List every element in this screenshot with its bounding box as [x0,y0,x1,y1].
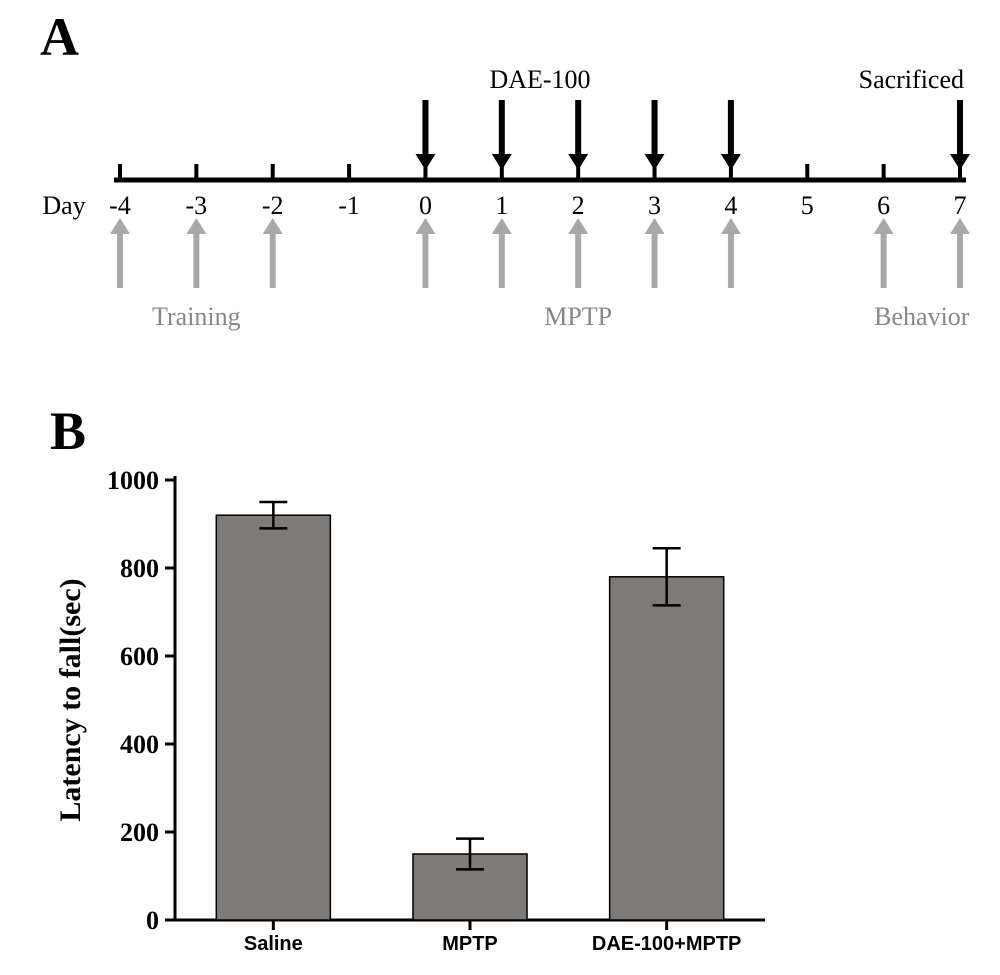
svg-text:1000: 1000 [107,466,159,495]
svg-text:DAE-100+MPTP: DAE-100+MPTP [592,933,742,955]
svg-text:600: 600 [120,642,159,671]
svg-text:800: 800 [120,554,159,583]
svg-text:Latency to fall(sec): Latency to fall(sec) [54,578,87,821]
panel-b-barchart: 0 200 400 600 800 1000 Latency to fall(sec) Sal… [0,0,1000,975]
svg-text:0: 0 [146,906,159,935]
svg-text:Saline: Saline [244,933,303,955]
figure: A -4-3-2-101234567DayDAE-100SacrificedTr… [0,0,1000,975]
svg-text:200: 200 [120,818,159,847]
svg-text:400: 400 [120,730,159,759]
svg-text:MPTP: MPTP [442,933,498,955]
